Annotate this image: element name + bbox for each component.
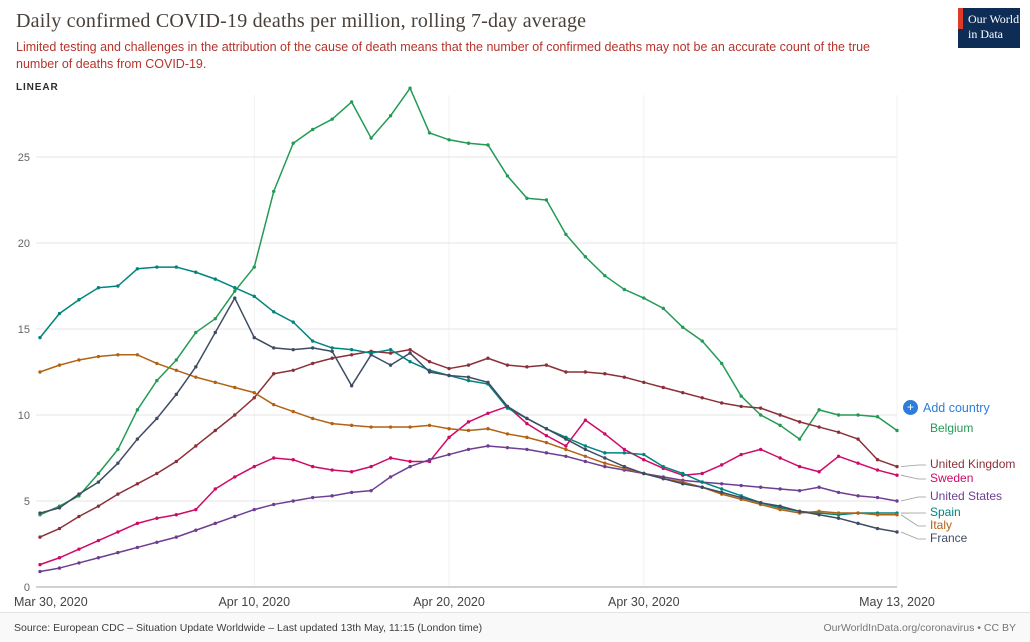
chart-footer: Source: European CDC – Situation Update … bbox=[0, 612, 1030, 642]
add-country-label: Add country bbox=[923, 400, 990, 415]
owid-logo: Our World in Data bbox=[958, 8, 1020, 48]
svg-text:25: 25 bbox=[18, 152, 30, 164]
legend-item-spain[interactable]: Spain bbox=[930, 505, 961, 519]
svg-text:May 13, 2020: May 13, 2020 bbox=[859, 595, 935, 609]
logo-line1: Our World bbox=[968, 12, 1020, 26]
scale-toggle[interactable]: LINEAR bbox=[16, 81, 59, 93]
legend-item-belgium[interactable]: Belgium bbox=[930, 421, 974, 435]
legend-item-united-kingdom[interactable]: United Kingdom bbox=[930, 457, 1016, 471]
legend-item-united-states[interactable]: United States bbox=[930, 489, 1003, 503]
chart-header: Daily confirmed COVID-19 deaths per mill… bbox=[0, 0, 1030, 95]
logo-line2: in Data bbox=[968, 27, 1003, 41]
add-country-icon: + bbox=[903, 400, 918, 415]
chart-subtitle: Limited testing and challenges in the at… bbox=[16, 40, 871, 71]
license-link[interactable]: OurWorldInData.org/coronavirus • CC BY bbox=[823, 621, 1016, 634]
legend-item-italy[interactable]: Italy bbox=[930, 518, 953, 532]
svg-text:5: 5 bbox=[24, 496, 30, 508]
svg-text:Apr 10, 2020: Apr 10, 2020 bbox=[218, 595, 290, 609]
svg-text:Mar 30, 2020: Mar 30, 2020 bbox=[14, 595, 88, 609]
logo-text: Our World in Data bbox=[958, 8, 1020, 42]
page-title: Daily confirmed COVID-19 deaths per mill… bbox=[16, 10, 587, 32]
svg-text:15: 15 bbox=[18, 324, 30, 336]
logo-accent-bar bbox=[958, 8, 963, 29]
svg-text:0: 0 bbox=[24, 582, 30, 594]
svg-text:Apr 20, 2020: Apr 20, 2020 bbox=[413, 595, 485, 609]
svg-text:10: 10 bbox=[18, 410, 30, 422]
legend-item-france[interactable]: France bbox=[930, 531, 968, 545]
svg-text:Apr 30, 2020: Apr 30, 2020 bbox=[608, 595, 680, 609]
source-note: Source: European CDC – Situation Update … bbox=[14, 621, 483, 634]
chart-plot-area[interactable]: 0 5 10 15 20 25 Mar 30, 2020 Apr 10, 2020 Apr 20… bbox=[0, 0, 1030, 615]
svg-text:20: 20 bbox=[18, 238, 30, 250]
add-country-button[interactable]: + Add country bbox=[903, 400, 990, 415]
legend-item-sweden[interactable]: Sweden bbox=[930, 471, 974, 485]
